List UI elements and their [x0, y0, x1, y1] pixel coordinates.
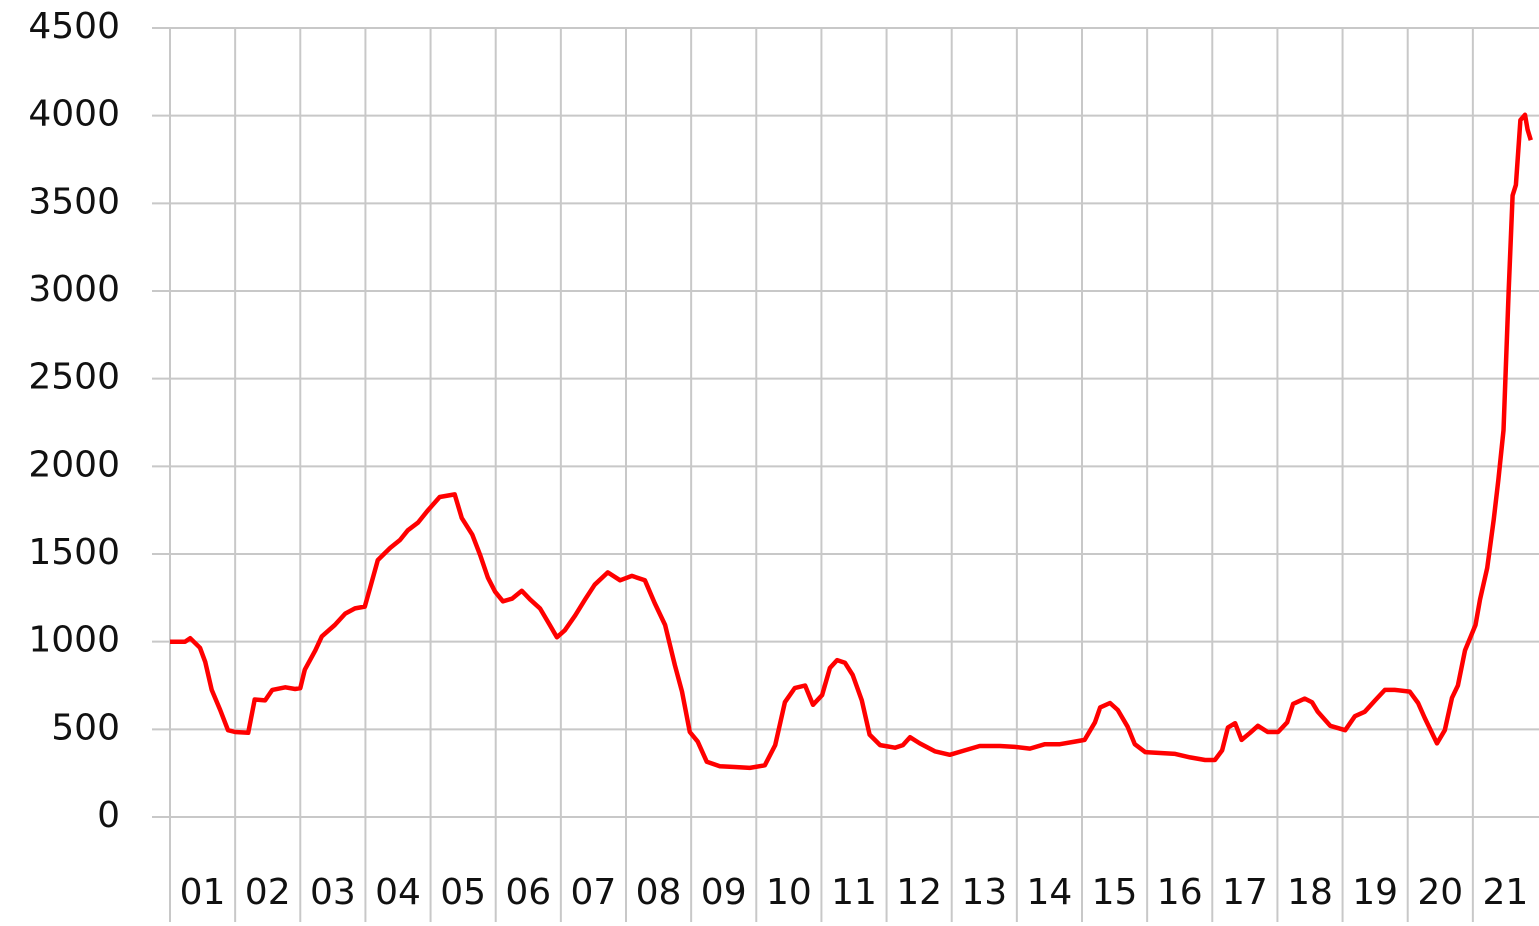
x-tick-label: 05: [440, 872, 486, 913]
x-tick-label: 09: [701, 872, 747, 913]
x-tick-label: 02: [245, 872, 291, 913]
x-tick-label: 14: [1027, 872, 1073, 913]
y-tick-label: 1000: [28, 620, 120, 661]
y-tick-label: 2000: [28, 444, 120, 485]
y-tick-label: 500: [51, 707, 120, 748]
x-tick-label: 06: [505, 872, 551, 913]
x-tick-label: 07: [571, 872, 617, 913]
x-tick-label: 11: [831, 872, 877, 913]
x-tick-label: 19: [1352, 872, 1398, 913]
x-tick-label: 15: [1092, 872, 1138, 913]
x-tick-label: 04: [375, 872, 421, 913]
x-tick-label: 12: [896, 872, 942, 913]
x-tick-label: 13: [961, 872, 1007, 913]
x-tick-label: 03: [310, 872, 356, 913]
x-tick-label: 16: [1157, 872, 1203, 913]
y-tick-label: 3000: [28, 269, 120, 310]
x-tick-label: 01: [180, 872, 226, 913]
y-tick-label: 0: [97, 795, 120, 836]
x-tick-label: 08: [636, 872, 682, 913]
y-tick-label: 4500: [28, 6, 120, 47]
x-tick-label: 18: [1287, 872, 1333, 913]
y-tick-label: 3500: [28, 181, 120, 222]
x-tick-label: 20: [1417, 872, 1463, 913]
y-tick-label: 2500: [28, 357, 120, 398]
x-tick-label: 21: [1483, 872, 1529, 913]
y-tick-label: 4000: [28, 94, 120, 135]
x-tick-label: 17: [1222, 872, 1268, 913]
y-tick-label: 1500: [28, 532, 120, 573]
data-line: [170, 112, 1533, 771]
x-tick-label: 10: [766, 872, 812, 913]
